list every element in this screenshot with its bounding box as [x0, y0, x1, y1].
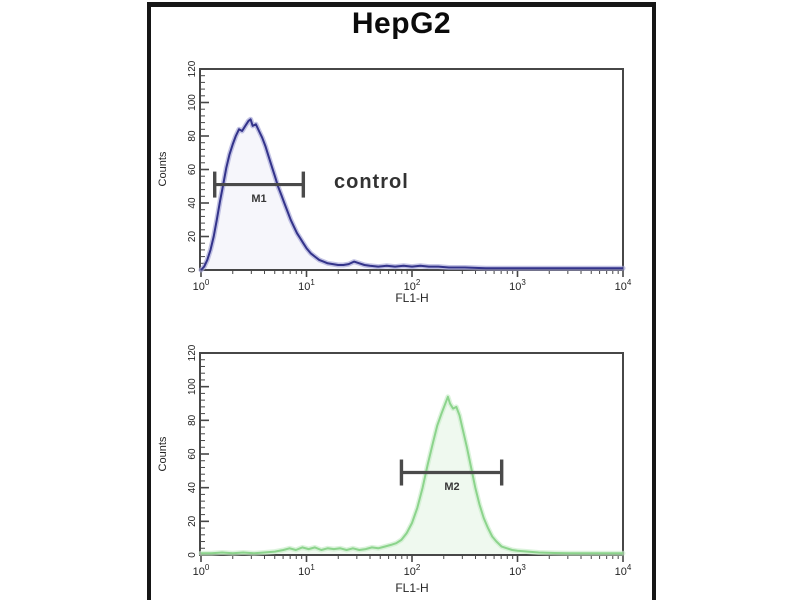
- y-tick-label: 120: [187, 60, 198, 77]
- x-tick-label: 101: [298, 563, 315, 578]
- m2-gate-label: M2: [444, 481, 460, 493]
- x-axis-label-bottom: FL1-H: [395, 581, 429, 595]
- y-tick-label: 0: [187, 552, 198, 558]
- x-tick-label: 101: [298, 278, 315, 293]
- x-tick-label: 103: [509, 278, 526, 293]
- y-tick-label: 80: [187, 130, 198, 142]
- figure-frame: [147, 2, 656, 600]
- x-axis-label-top: FL1-H: [395, 291, 429, 305]
- y-tick-label: 60: [187, 448, 198, 460]
- x-tick-label: 100: [193, 278, 210, 293]
- x-tick-label: 100: [193, 563, 210, 578]
- y-tick-label: 20: [187, 515, 198, 527]
- y-axis-label-top: Counts: [157, 151, 169, 187]
- y-tick-label: 120: [187, 344, 198, 361]
- y-tick-label: 60: [187, 164, 198, 176]
- y-axis-label-bottom: Counts: [157, 436, 169, 472]
- y-tick-label: 100: [187, 94, 198, 111]
- m1-gate-label: M1: [251, 193, 267, 205]
- antibody-stained-histogram-curve: [201, 395, 623, 555]
- x-tick-label: 102: [404, 563, 421, 578]
- figure-title: HepG2: [351, 7, 452, 40]
- x-tick-label: 104: [615, 278, 632, 293]
- y-tick-label: 40: [187, 197, 198, 209]
- y-tick-label: 100: [187, 378, 198, 395]
- control-histogram-curve: [200, 118, 623, 271]
- y-tick-label: 20: [187, 231, 198, 243]
- y-tick-label: 80: [187, 414, 198, 426]
- y-tick-label: 0: [187, 267, 198, 273]
- x-tick-label: 104: [615, 563, 632, 578]
- y-tick-label: 40: [187, 482, 198, 494]
- control-histogram-fill: [201, 119, 623, 270]
- control-annotation: control: [334, 171, 409, 193]
- x-tick-label: 103: [509, 563, 526, 578]
